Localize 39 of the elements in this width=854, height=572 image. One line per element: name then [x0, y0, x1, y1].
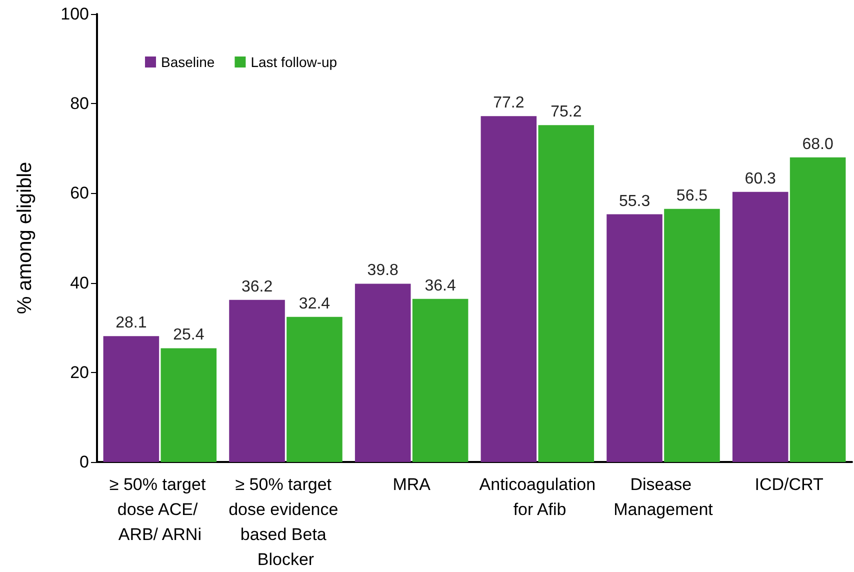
y-tick-label: 100	[60, 4, 89, 24]
x-tick-label: ≥ 50% target dose ACE/ ARB/ ARNi	[109, 475, 210, 544]
bar	[732, 192, 788, 462]
bar	[160, 348, 217, 462]
y-tick-label: 60	[70, 184, 89, 203]
bar	[790, 157, 846, 462]
data-label: 25.4	[173, 326, 204, 344]
y-tick-label: 0	[80, 452, 89, 472]
data-label: 55.3	[618, 192, 650, 210]
data-label: 68.0	[802, 136, 834, 153]
data-label: 75.2	[550, 104, 582, 121]
x-tick-label: ≥ 50% target dose evidence based Beta Blocker	[228, 475, 343, 569]
data-label: 28.1	[116, 314, 147, 332]
data-label: 77.2	[493, 94, 524, 112]
bar	[229, 300, 285, 462]
data-label: 32.4	[298, 295, 330, 312]
bar	[664, 208, 720, 462]
y-tick-label: 80	[70, 94, 89, 114]
bar	[538, 125, 594, 462]
data-label: 60.3	[744, 170, 776, 188]
legend-label: Baseline	[161, 54, 215, 70]
data-label: 39.8	[367, 262, 399, 280]
x-tick-label: ICD/CRT	[754, 475, 824, 494]
x-tick-label: MRA	[392, 475, 432, 494]
y-tick-label: 40	[70, 273, 89, 292]
bar	[412, 298, 468, 462]
bar	[480, 116, 537, 462]
data-label: 36.2	[241, 278, 273, 296]
x-tick-label: Anticoagulation for Afib	[479, 475, 596, 519]
legend-label: Last follow-up	[250, 54, 338, 70]
data-label: 56.5	[676, 187, 708, 204]
bar	[103, 336, 160, 462]
bar	[354, 284, 411, 462]
y-axis-title: % among eligible	[14, 162, 36, 314]
bar	[286, 316, 342, 462]
x-tick-label: Disease Management	[614, 475, 714, 519]
data-label: 36.4	[424, 277, 456, 294]
y-tick-label: 20	[70, 362, 89, 382]
bar	[606, 214, 662, 462]
